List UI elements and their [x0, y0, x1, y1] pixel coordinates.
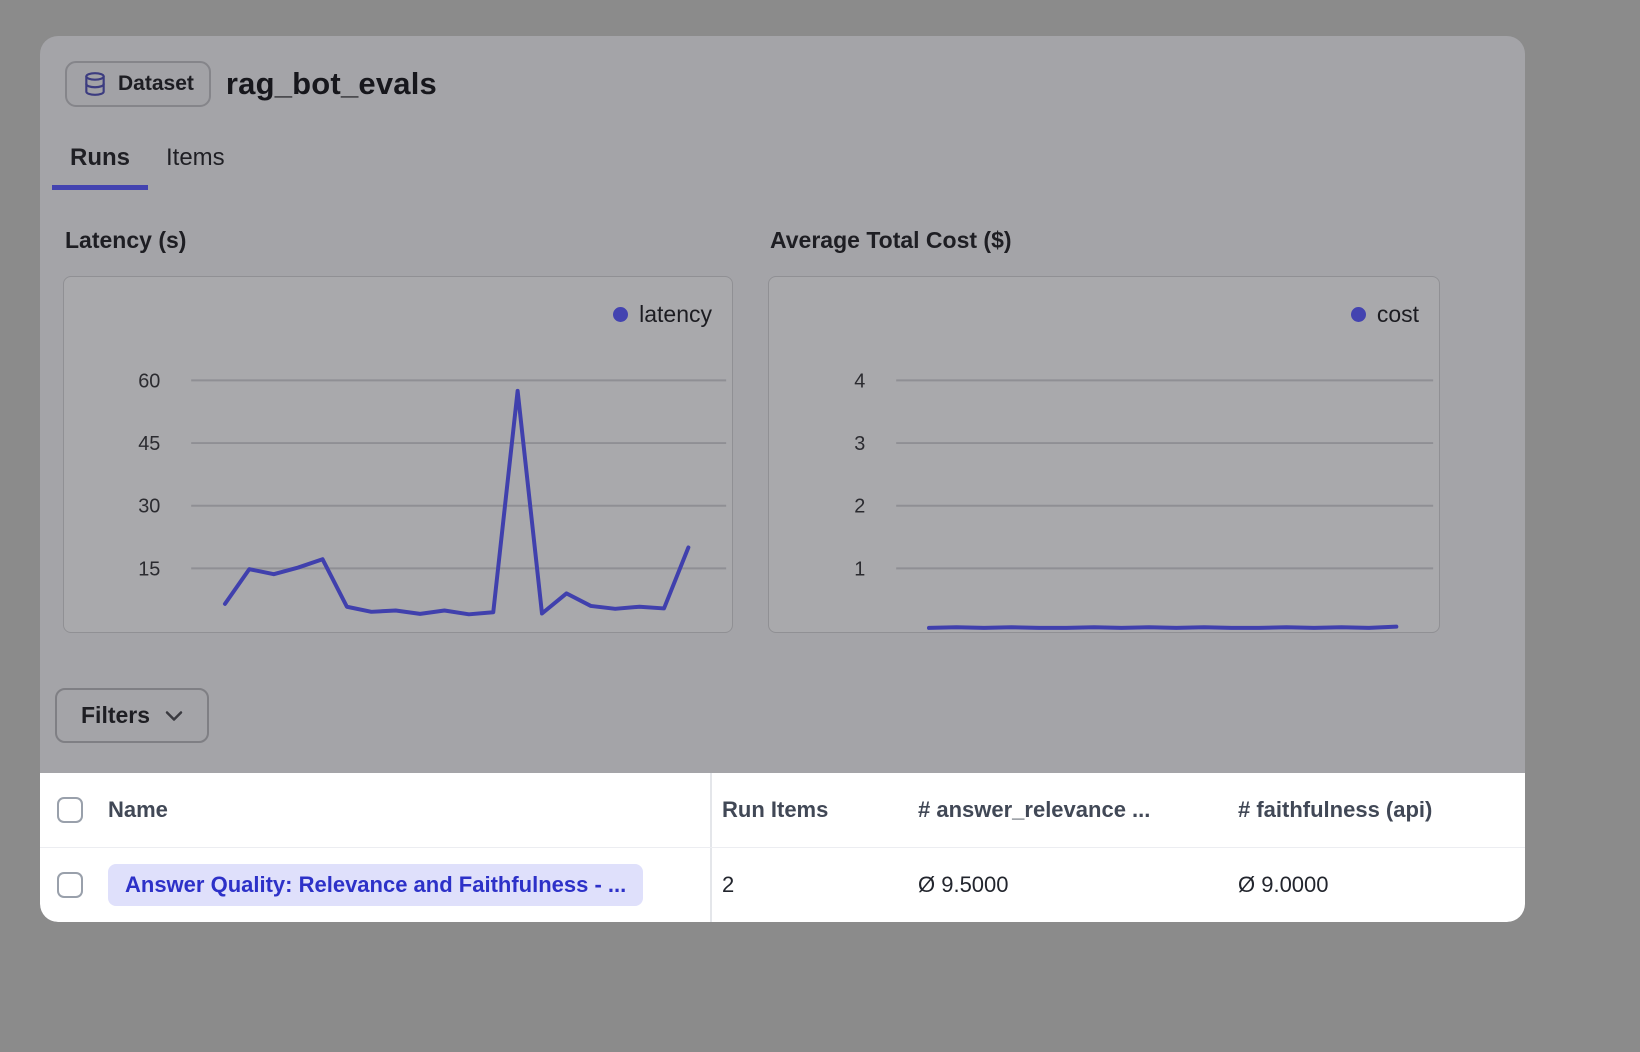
run-items-value: 2	[722, 872, 735, 897]
dataset-badge: Dataset	[65, 61, 211, 107]
page-title: rag_bot_evals	[225, 66, 437, 101]
row-checkbox-cell	[57, 848, 107, 922]
legend-dot-icon	[1350, 307, 1366, 322]
legend-label: latency	[639, 301, 712, 327]
chevron-down-icon	[165, 710, 183, 722]
charts-row: Latency (s) 60 45 30 15 latency Average Tot…	[63, 227, 1525, 633]
cost-line-chart: 4 3 2 1	[854, 370, 1434, 630]
row-name-cell: Answer Quality: Relevance and Faithfulne…	[107, 848, 712, 922]
legend-dot-icon	[613, 307, 629, 322]
card-header: Dataset rag_bot_evals	[40, 36, 1525, 107]
run-name-link[interactable]: Answer Quality: Relevance and Faithfulne…	[108, 864, 644, 906]
row-checkbox[interactable]	[57, 872, 83, 898]
svg-text:4: 4	[854, 370, 865, 392]
filters-label: Filters	[81, 702, 151, 728]
cost-chart-title: Average Total Cost ($)	[770, 227, 1012, 253]
svg-text:2: 2	[854, 496, 865, 518]
page: { "header": { "badge_label": "Dataset", …	[0, 36, 1640, 1052]
filters-row: Filters	[55, 688, 1525, 743]
select-all-checkbox[interactable]	[57, 797, 83, 823]
faithfulness-value: Ø 9.0000	[1238, 872, 1329, 897]
column-header-run-items: Run Items	[722, 797, 829, 822]
svg-text:1: 1	[854, 558, 865, 580]
filters-button[interactable]: Filters	[55, 688, 210, 743]
latency-line-chart: 60 45 30 15	[138, 370, 727, 617]
column-header-answer-relevance: # answer_relevance ...	[918, 797, 1151, 822]
tab-items[interactable]: Items	[166, 144, 225, 171]
svg-text:3: 3	[854, 433, 865, 455]
cost-legend: cost	[1350, 301, 1419, 328]
svg-text:45: 45	[138, 433, 160, 455]
database-icon	[82, 71, 108, 97]
tabs: Runs Items	[52, 144, 1525, 190]
column-header-name: Name	[107, 773, 712, 847]
answer-relevance-value: Ø 9.5000	[918, 872, 1009, 897]
legend-label: cost	[1376, 301, 1419, 327]
dataset-badge-label: Dataset	[118, 72, 194, 95]
table-header-row: Name Run Items # answer_relevance ... # …	[40, 773, 1525, 848]
runs-table: Name Run Items # answer_relevance ... # …	[40, 773, 1525, 922]
dataset-card: Dataset rag_bot_evals Runs Items Latency…	[40, 36, 1525, 922]
latency-legend: latency	[613, 301, 712, 328]
column-header-faithfulness: # faithfulness (api)	[1238, 797, 1433, 822]
svg-text:60: 60	[138, 370, 160, 392]
table-row: Answer Quality: Relevance and Faithfulne…	[40, 848, 1525, 922]
latency-chart-block: Latency (s) 60 45 30 15 latency	[63, 227, 733, 633]
tab-runs[interactable]: Runs	[52, 144, 148, 190]
cost-chart: 4 3 2 1 cost	[768, 276, 1440, 633]
latency-chart: 60 45 30 15 latency	[63, 276, 733, 633]
cost-chart-block: Average Total Cost ($) 4 3 2 1 cost	[768, 227, 1440, 633]
svg-text:30: 30	[138, 496, 160, 518]
svg-text:15: 15	[138, 558, 160, 580]
header-checkbox-cell	[57, 773, 107, 847]
latency-chart-title: Latency (s)	[65, 227, 187, 253]
